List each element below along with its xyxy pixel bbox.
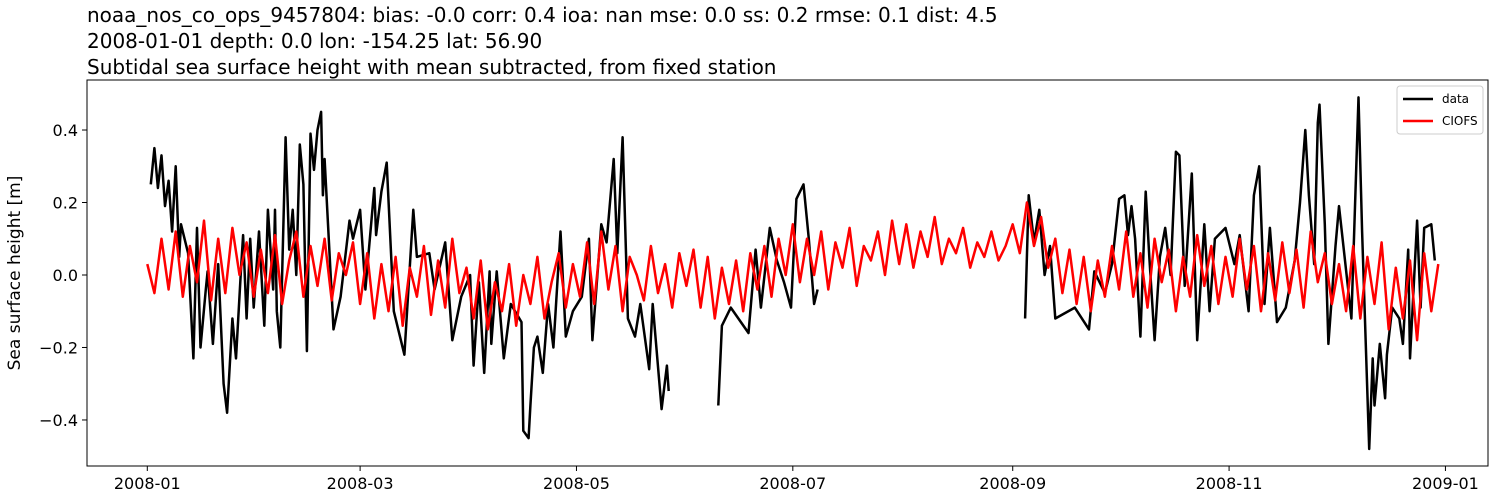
series-line-data [149,96,1437,451]
title-line-2: 2008-01-01 depth: 0.0 lon: -154.25 lat: … [87,29,542,53]
y-tick-label: −0.2 [39,338,78,357]
title-line-3: Subtidal sea surface height with mean su… [87,55,776,79]
plot-area [146,96,1440,451]
title-line-1: noaa_nos_co_ops_9457804: bias: -0.0 corr… [87,3,998,27]
legend: data CIOFS [1396,85,1484,135]
x-tick-label: 2008-01 [114,474,181,493]
y-tick-label: 0.0 [53,266,78,285]
y-tick-label: 0.4 [53,121,78,140]
x-tick-label: 2008-03 [327,474,394,493]
y-axis-label: Sea surface height [m] [5,176,25,371]
legend-label-data: data [1442,92,1469,106]
x-axis: 2008-01 2008-03 2008-05 2008-07 2008-09 2008-… [114,466,1479,493]
y-tick-label: 0.2 [53,194,78,213]
legend-label-ciofs: CIOFS [1442,114,1478,128]
x-tick-label: 2009-01 [1412,474,1479,493]
y-axis: −0.4 −0.2 0.0 0.2 0.4 [39,121,87,430]
x-tick-label: 2008-09 [979,474,1046,493]
series-line-ciofs [146,201,1440,342]
x-tick-label: 2008-11 [1196,474,1263,493]
axes-frame [86,79,1489,467]
y-tick-label: −0.4 [39,411,78,430]
x-tick-label: 2008-07 [759,474,826,493]
x-tick-label: 2008-05 [543,474,610,493]
